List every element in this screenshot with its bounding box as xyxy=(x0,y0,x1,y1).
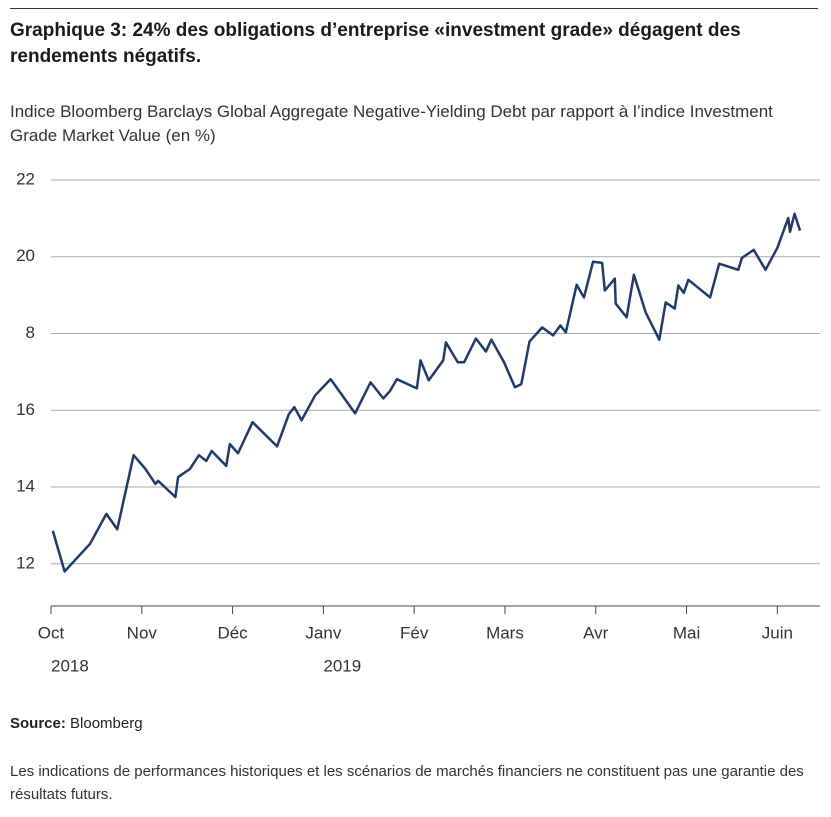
x-tick-label: Oct xyxy=(38,623,65,642)
year-label: 2018 xyxy=(51,656,89,675)
y-tick-label: 22 xyxy=(16,169,35,188)
y-tick-label: 8 xyxy=(26,323,35,342)
x-tick-label: Janv xyxy=(305,623,341,642)
x-tick-label: Mars xyxy=(486,623,524,642)
chart-title: Graphique 3: 24% des obligations d’entre… xyxy=(10,20,741,67)
chart: 12 14 16 8 20 22 Oct Nov Déc Janv Fév Mars Avr Mai Jui… xyxy=(16,169,820,675)
top-rule xyxy=(10,8,818,9)
footnote: Les indications de performances historiq… xyxy=(10,763,804,803)
year-label: 2019 xyxy=(323,656,361,675)
x-tick-label: Nov xyxy=(127,623,158,642)
x-tick-label: Mai xyxy=(673,623,700,642)
x-tick-label: Fév xyxy=(400,623,429,642)
x-tick-label: Juin xyxy=(762,623,793,642)
y-tick-label: 12 xyxy=(16,553,35,572)
y-tick-label: 14 xyxy=(16,477,35,496)
chart-subtitle: Indice Bloomberg Barclays Global Aggrega… xyxy=(10,102,773,145)
y-tick-label: 16 xyxy=(16,400,35,419)
source-label: Source: xyxy=(10,715,66,732)
source: Source: Bloomberg xyxy=(10,715,143,732)
x-tick-label: Avr xyxy=(583,623,609,642)
x-tick-label: Déc xyxy=(217,623,248,642)
y-tick-label: 20 xyxy=(16,246,35,265)
source-text: Bloomberg xyxy=(70,715,143,732)
data-line xyxy=(51,212,802,573)
